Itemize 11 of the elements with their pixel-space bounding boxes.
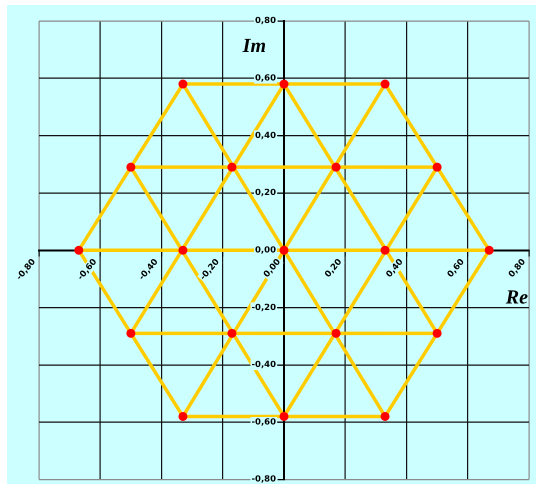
y-tick-label: -0,20 xyxy=(252,302,276,313)
y-tick-label: 0,60 xyxy=(255,74,276,84)
y-tick-label: 0,40 xyxy=(255,130,276,141)
y-tick-label: -0,40 xyxy=(252,360,276,370)
y-tick-label: 0,80 xyxy=(255,16,276,26)
y-tick-label: 0,20 xyxy=(255,188,276,198)
x-axis-title: Re xyxy=(504,286,528,308)
y-tick-label: 0,00 xyxy=(255,245,276,256)
y-tick-label: -0,60 xyxy=(252,417,276,428)
y-tick-label: -0,80 xyxy=(252,474,276,485)
y-axis-title: Im xyxy=(242,35,266,57)
